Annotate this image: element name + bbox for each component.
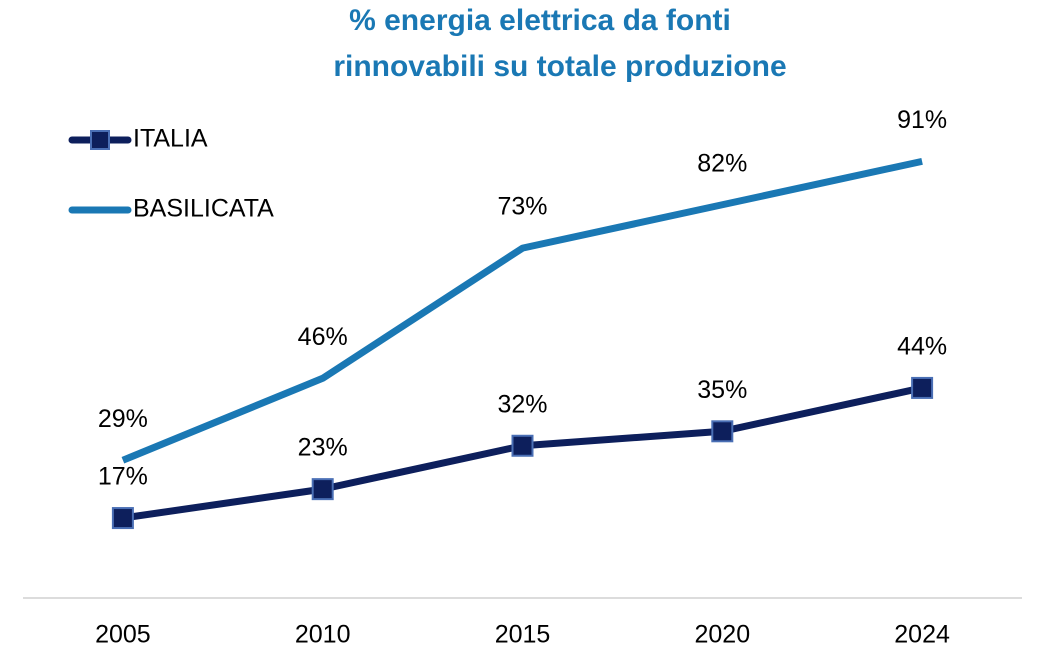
marker xyxy=(711,420,734,443)
data-label: 32% xyxy=(497,390,547,418)
legend-marker xyxy=(90,130,110,150)
legend-label: BASILICATA xyxy=(133,195,274,223)
data-label: 73% xyxy=(497,193,547,221)
data-label: 91% xyxy=(897,106,947,134)
data-label: 23% xyxy=(298,434,348,462)
legend-label: ITALIA xyxy=(133,125,208,153)
data-label: 17% xyxy=(98,463,148,491)
marker xyxy=(511,434,534,457)
x-tick-label: 2010 xyxy=(295,621,351,649)
chart-title: % energia elettrica da fonti xyxy=(349,4,731,37)
x-tick-label: 2024 xyxy=(894,621,950,649)
series-line xyxy=(121,157,923,464)
data-label: 46% xyxy=(298,323,348,351)
data-label: 82% xyxy=(697,149,747,177)
data-label: 35% xyxy=(697,376,747,404)
data-label: 44% xyxy=(897,333,947,361)
data-label: 29% xyxy=(98,405,148,433)
chart-title: rinnovabili su totale produzione xyxy=(333,50,786,83)
marker xyxy=(111,507,134,530)
marker xyxy=(311,478,334,501)
x-tick-label: 2005 xyxy=(95,621,151,649)
marker xyxy=(911,376,934,399)
x-tick-label: 2020 xyxy=(694,621,750,649)
x-tick-label: 2015 xyxy=(495,621,551,649)
